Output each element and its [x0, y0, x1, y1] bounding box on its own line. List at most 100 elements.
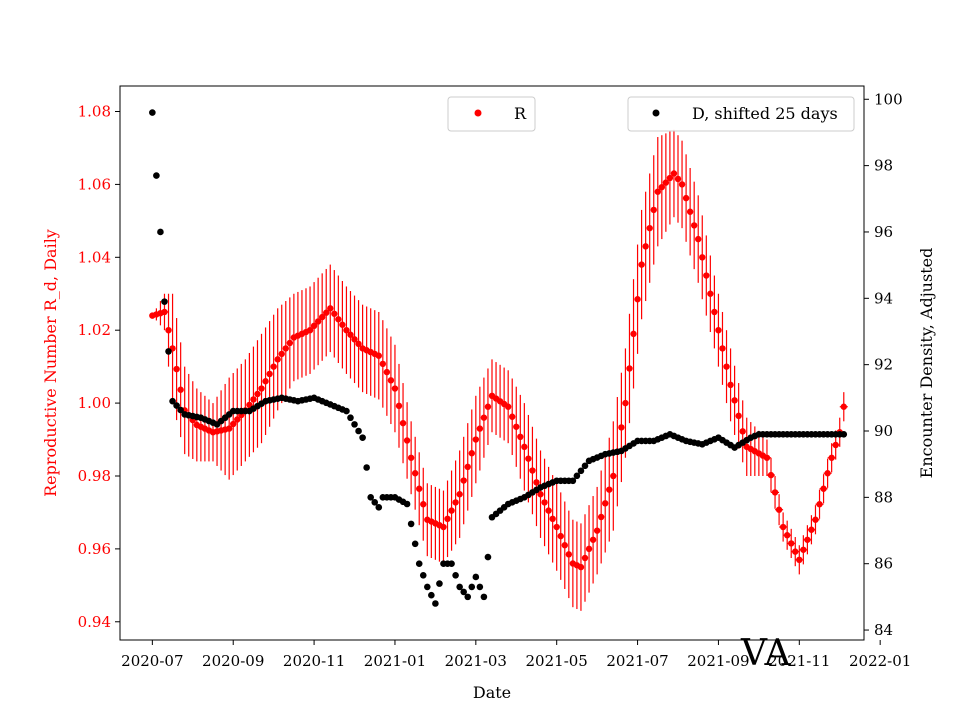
r-point — [411, 470, 419, 477]
r-point — [634, 296, 641, 303]
r-point — [561, 542, 568, 549]
d-point — [407, 520, 415, 528]
r-point — [521, 443, 528, 451]
r-point — [565, 551, 573, 558]
left-tick-label: 1.00 — [78, 394, 111, 412]
r-point — [314, 318, 322, 325]
r-point — [460, 477, 467, 484]
d-point — [577, 467, 585, 475]
r-point — [258, 385, 265, 392]
r-point — [602, 500, 609, 507]
x-tick-label: 2021-11 — [768, 652, 830, 670]
d-point — [347, 414, 354, 422]
r-point — [812, 516, 819, 523]
r-point — [395, 402, 403, 410]
r-point — [735, 412, 742, 420]
legend-r-label: R — [514, 104, 527, 123]
r-point — [824, 470, 831, 477]
r-point — [816, 501, 823, 508]
r-point — [383, 368, 391, 376]
legend-r-marker — [474, 109, 482, 117]
r-point — [783, 532, 791, 539]
r-point — [593, 527, 601, 534]
r-point — [642, 243, 649, 250]
x-tick-label: 2021-03 — [445, 652, 507, 670]
r-point — [448, 507, 455, 514]
d-point — [359, 434, 366, 441]
x-tick-label: 2021-09 — [687, 652, 749, 670]
r-point — [711, 308, 718, 316]
r-point — [347, 331, 354, 338]
r-point — [646, 224, 653, 232]
legend-d-box — [627, 96, 855, 132]
d-point — [468, 583, 476, 591]
r-point — [420, 501, 427, 508]
r-point — [638, 261, 645, 268]
d-point — [428, 591, 435, 599]
d-point — [472, 573, 480, 581]
r-point — [610, 472, 617, 480]
right-tick-label: 92 — [874, 356, 893, 374]
d-point — [415, 560, 423, 568]
r-point — [379, 360, 387, 368]
r-point — [771, 489, 779, 496]
d-point — [371, 499, 379, 506]
left-tick-label: 1.08 — [78, 103, 111, 121]
r-point — [626, 365, 633, 372]
r-point — [686, 208, 694, 215]
r-point — [274, 356, 281, 363]
r-point — [323, 309, 330, 316]
x-axis-label: Date — [473, 683, 511, 702]
d-point — [169, 397, 176, 405]
r-point — [630, 330, 637, 338]
d-point — [149, 109, 156, 116]
r-point — [310, 322, 318, 330]
d-point — [419, 572, 427, 579]
right-tick-label: 90 — [874, 422, 893, 440]
r-point — [262, 378, 269, 385]
r-point — [351, 336, 358, 343]
d-point — [476, 583, 484, 591]
r-point — [597, 513, 605, 521]
d-point — [157, 228, 164, 236]
r-point — [715, 326, 722, 334]
legend-r: R — [447, 96, 536, 132]
r-point — [278, 350, 285, 358]
r-point — [254, 390, 261, 398]
r-point — [391, 385, 399, 392]
d-point — [569, 477, 577, 485]
plot-frame — [119, 85, 865, 641]
r-series — [149, 129, 848, 611]
r-point — [529, 467, 536, 474]
r-point — [165, 326, 172, 334]
r-point — [682, 194, 690, 202]
r-point — [581, 554, 589, 562]
d-point — [484, 553, 492, 561]
r-point — [840, 403, 847, 410]
d-point — [581, 462, 589, 470]
r-point — [484, 403, 492, 410]
r-point — [335, 316, 342, 323]
r-point — [670, 170, 678, 177]
r-point — [666, 174, 674, 182]
r-point — [444, 515, 451, 523]
r-point — [517, 433, 524, 441]
r-point — [820, 485, 827, 492]
r-point — [456, 491, 463, 498]
d-point — [367, 494, 374, 501]
x-tick-label: 2020-11 — [283, 652, 345, 670]
right-tick-label: 98 — [874, 157, 893, 175]
r-point — [416, 485, 423, 492]
r-point — [339, 321, 346, 328]
d-point — [460, 588, 467, 596]
x-tick-label: 2021-01 — [364, 652, 426, 670]
left-tick-label: 0.94 — [78, 613, 111, 631]
r-point — [674, 175, 682, 183]
r-point — [464, 463, 471, 471]
x-tick-label: 2021-07 — [606, 652, 668, 670]
r-point — [606, 486, 613, 493]
r-point — [779, 523, 787, 531]
r-point — [375, 352, 382, 359]
legend-d-label: D, shifted 25 days — [692, 104, 838, 123]
